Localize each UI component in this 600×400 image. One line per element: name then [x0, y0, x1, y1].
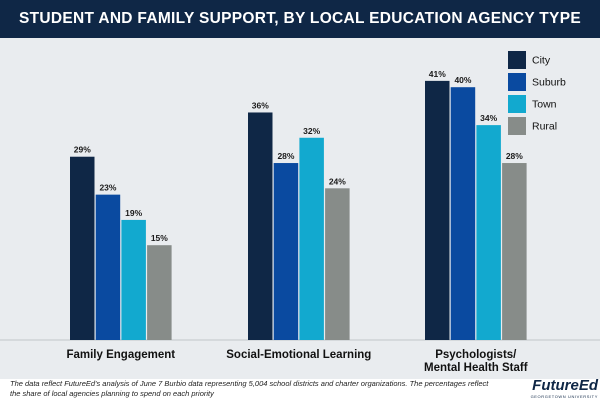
legend-swatch-suburb	[508, 73, 526, 91]
chart-header: STUDENT AND FAMILY SUPPORT, BY LOCAL EDU…	[0, 0, 600, 38]
brand-sub: GEORGETOWN UNIVERSITY	[530, 394, 598, 399]
bar-rural-psychologists-mental-health-staff	[502, 163, 527, 340]
value-label: 34%	[480, 113, 497, 123]
legend-label-suburb: Suburb	[532, 77, 566, 89]
bar-town-family-engagement	[121, 219, 146, 340]
value-label: 32%	[303, 126, 320, 136]
bar-town-social-emotional-learning	[299, 137, 324, 340]
value-label: 23%	[99, 183, 116, 193]
value-label: 19%	[125, 208, 142, 218]
value-label: 41%	[429, 69, 446, 79]
bar-suburb-family-engagement	[95, 194, 121, 340]
legend-label-town: Town	[532, 99, 557, 111]
value-label: 15%	[151, 233, 168, 243]
chart-title: STUDENT AND FAMILY SUPPORT, BY LOCAL EDU…	[19, 10, 581, 27]
bar-rural-social-emotional-learning	[325, 188, 350, 340]
category-label-psychologists-mental-health-staff: Psychologists/Mental Health Staff	[424, 349, 528, 374]
bar-city-family-engagement	[70, 156, 95, 340]
value-label: 24%	[329, 176, 346, 186]
legend-swatch-town	[508, 95, 526, 113]
bar-city-psychologists-mental-health-staff	[425, 80, 450, 340]
value-label: 28%	[506, 151, 523, 161]
footnote: The data reflect FutureEd's analysis of …	[10, 379, 489, 398]
value-label: 40%	[454, 75, 471, 85]
bar-suburb-psychologists-mental-health-staff	[450, 87, 476, 340]
bar-city-social-emotional-learning	[248, 112, 273, 340]
category-label-social-emotional-learning: Social-Emotional Learning	[226, 349, 371, 361]
legend-label-rural: Rural	[532, 121, 557, 133]
legend-swatch-rural	[508, 117, 526, 135]
category-label-family-engagement: Family Engagement	[66, 349, 175, 361]
value-label: 29%	[74, 145, 91, 155]
legend-swatch-city	[508, 51, 526, 69]
bar-chart: 29% 23% 19% 15% Family Engagement 36% 28% 32% 24…	[0, 51, 600, 374]
value-label: 28%	[277, 151, 294, 161]
bar-town-psychologists-mental-health-staff	[476, 125, 501, 341]
value-label: 36%	[252, 100, 269, 110]
brand-name: FutureEd	[532, 377, 598, 394]
bar-rural-family-engagement	[147, 245, 172, 340]
bar-suburb-social-emotional-learning	[273, 163, 299, 340]
futureed-logo: FutureEd GEORGETOWN UNIVERSITY	[520, 377, 598, 400]
legend-label-city: City	[532, 55, 551, 67]
